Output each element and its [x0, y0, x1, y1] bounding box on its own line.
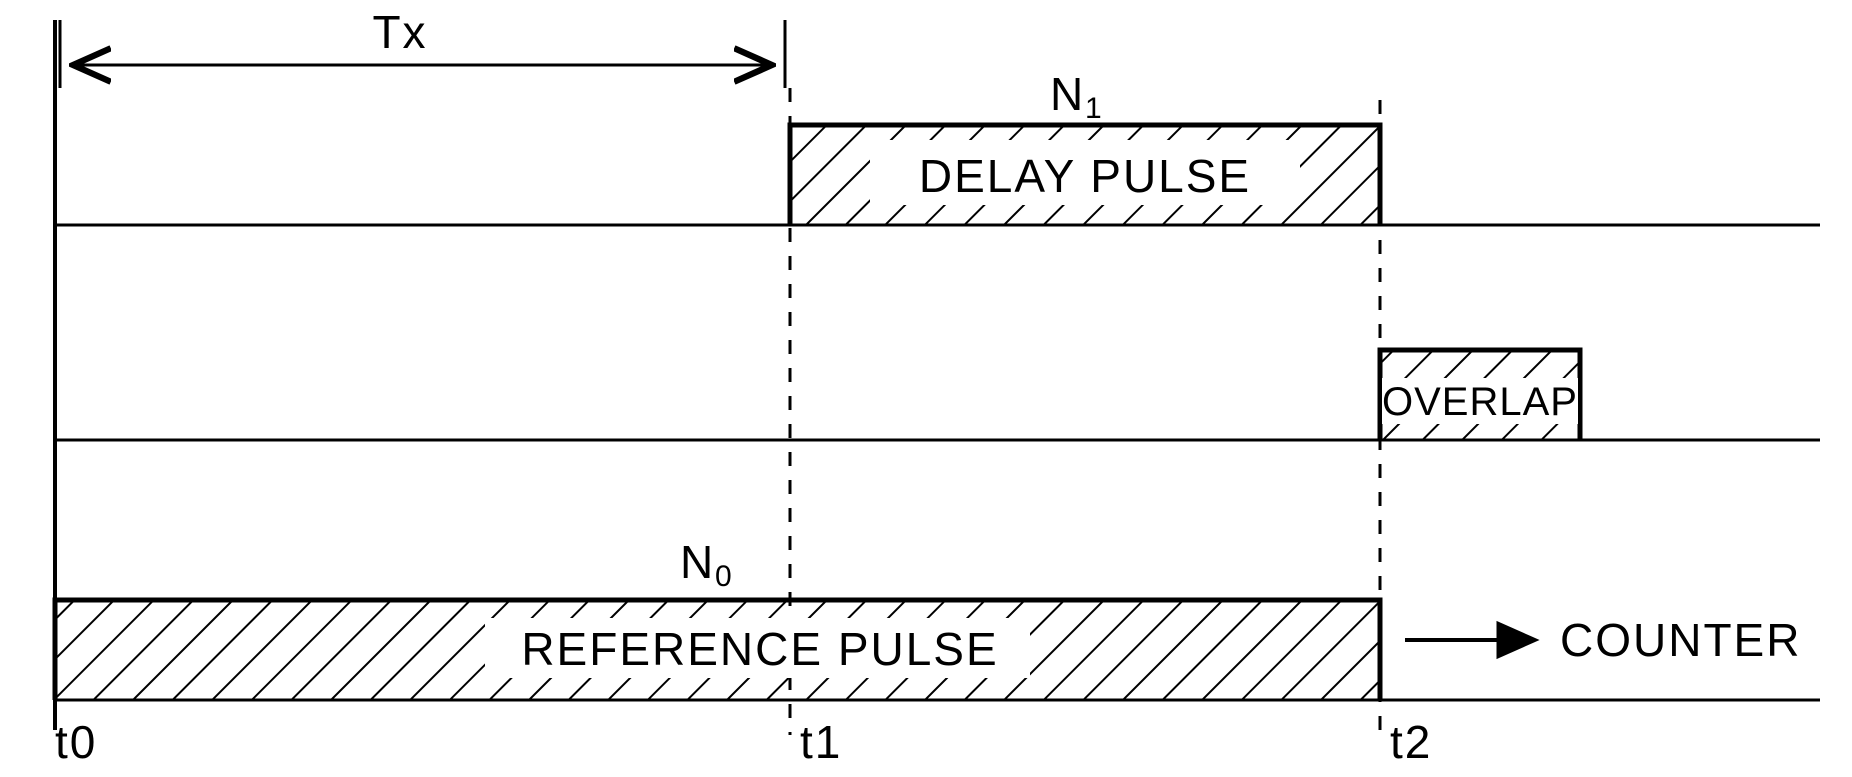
overlap-pulse: OVERLAP: [1380, 350, 1580, 440]
svg-text:N: N: [680, 536, 715, 588]
timing-diagram: Tx DELAY PULSE N 1 OVERLAP REFERENCE PUL…: [0, 0, 1852, 777]
reference-pulse-label: REFERENCE PULSE: [521, 623, 998, 675]
reference-count-label: N 0: [680, 536, 732, 593]
delay-pulse: DELAY PULSE: [790, 125, 1380, 225]
t2-label: t2: [1390, 716, 1432, 768]
delay-pulse-label: DELAY PULSE: [919, 150, 1251, 202]
counter-arrow: COUNTER: [1405, 614, 1801, 666]
svg-text:N: N: [1050, 68, 1085, 120]
tx-label: Tx: [372, 6, 427, 58]
counter-label: COUNTER: [1560, 614, 1801, 666]
t0-label: t0: [55, 716, 97, 768]
reference-pulse: REFERENCE PULSE: [55, 600, 1380, 700]
delay-count-label: N 1: [1050, 68, 1102, 125]
svg-text:0: 0: [715, 560, 732, 593]
overlap-pulse-label: OVERLAP: [1382, 380, 1578, 424]
t1-label: t1: [800, 716, 842, 768]
svg-text:1: 1: [1085, 92, 1102, 125]
